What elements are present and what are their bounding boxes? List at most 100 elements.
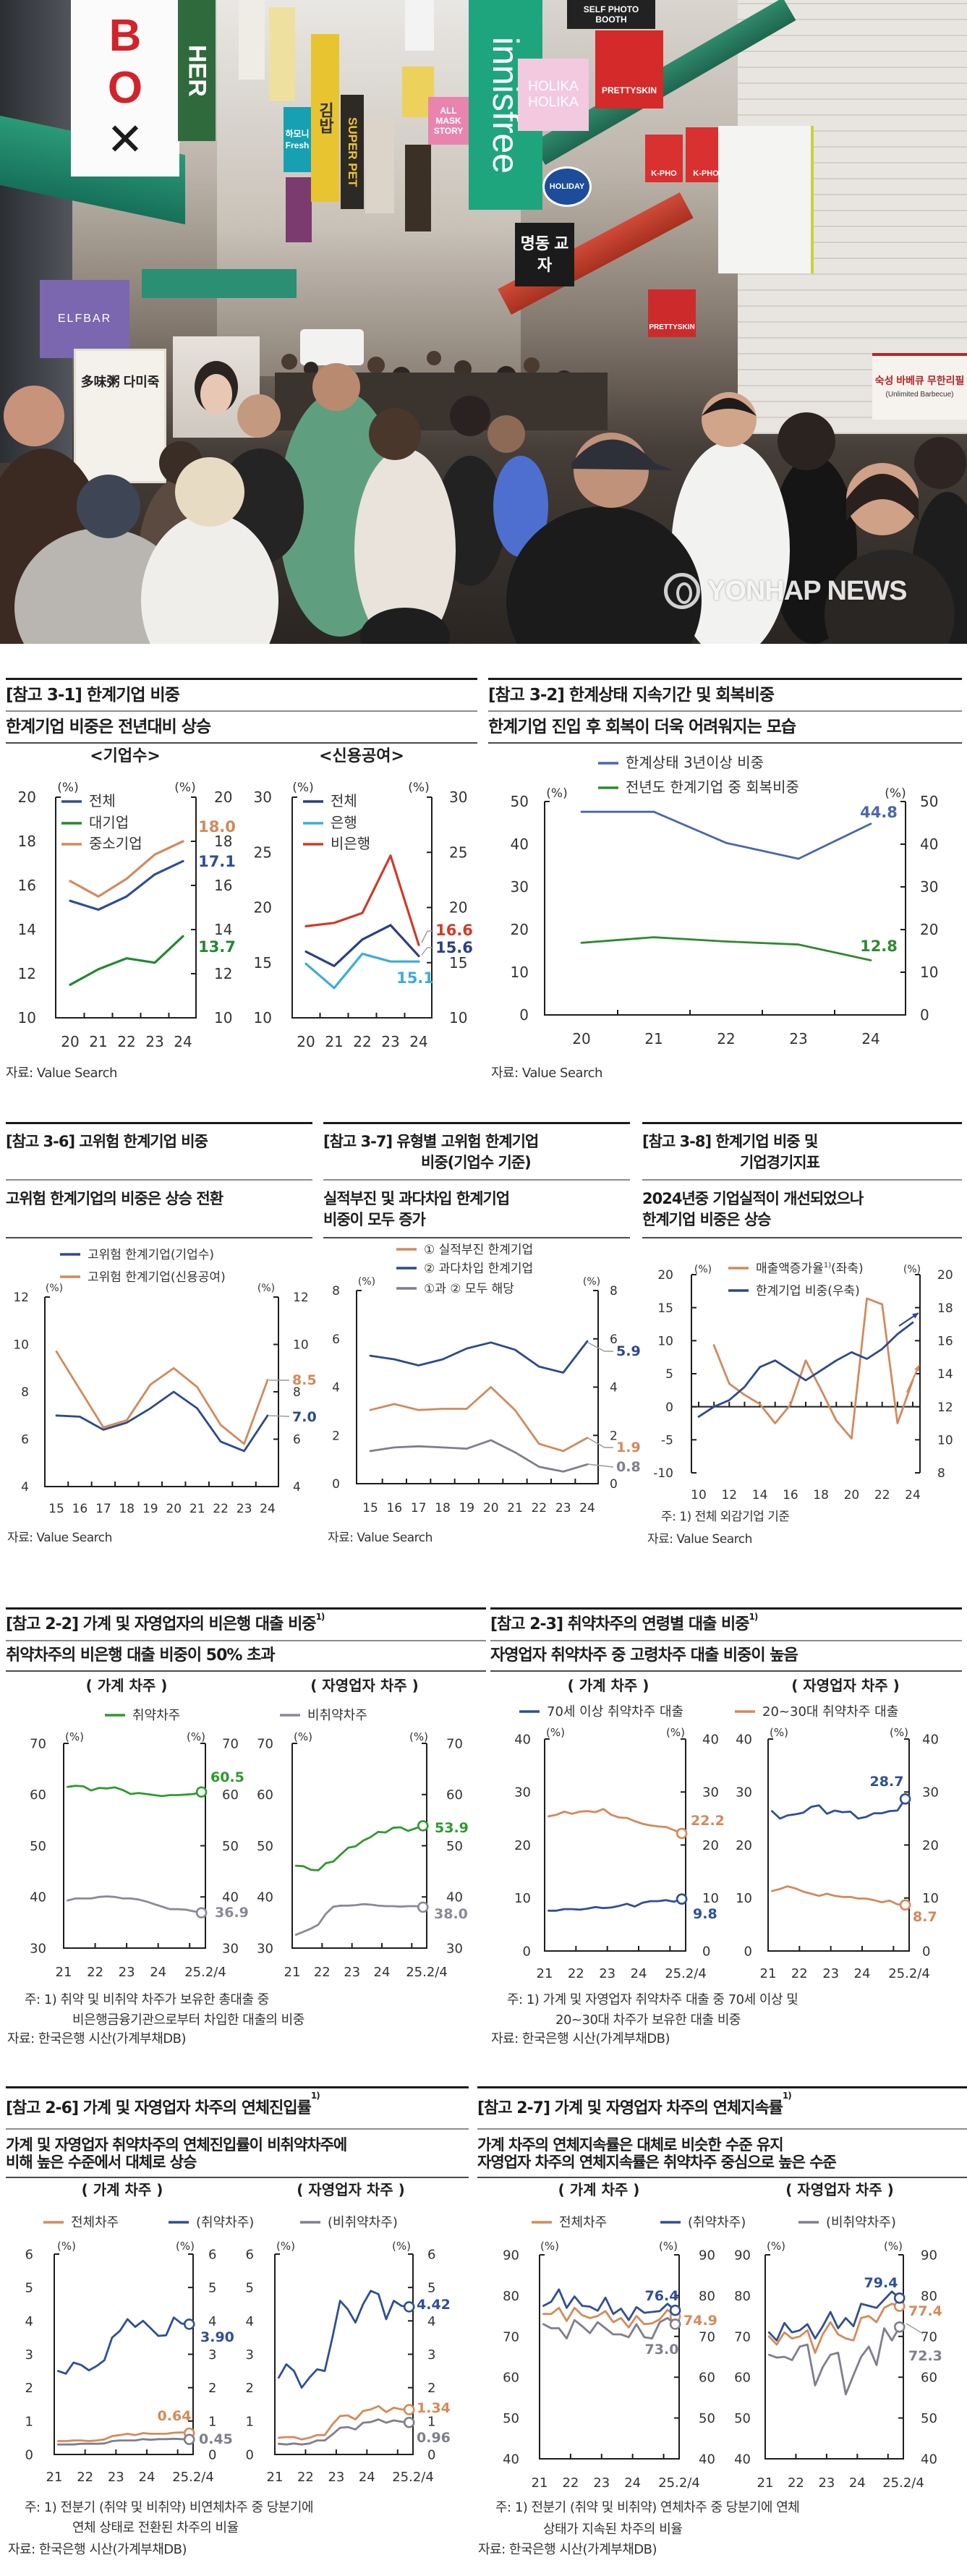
legend-label-text: 70세 이상 취약차주 대출: [547, 1704, 683, 1720]
y-tick-label-right: 70: [446, 1737, 463, 1752]
label-leader-line: [587, 1463, 614, 1468]
legend-item: (취약차주): [660, 2215, 746, 2230]
y-tick-label-right: 40: [922, 1733, 939, 1748]
y-tick-label-right: 0: [208, 2448, 216, 2463]
y-tick-label-left: 14: [18, 921, 36, 938]
x-tick-label: 24: [359, 2470, 375, 2485]
unit-label-right: (%): [408, 781, 429, 795]
person-body: [141, 514, 278, 644]
source-note: 자료: 한국은행 시산(가계부채DB): [491, 2031, 670, 2046]
x-tick-label: 15: [48, 1502, 64, 1516]
unit-label-right: (%): [884, 2240, 903, 2253]
y-tick-label-left: 25: [254, 844, 272, 862]
chart-2-7-self: 40 50 60 70 80 90 40 50 60 70 80 90 21 22 23 24 25.2/4 (%…: [734, 2181, 942, 2491]
panel-title: [참고 3-8] 한계기업 비중 및 기업경기지표: [642, 1124, 962, 1179]
legend-label: 매출액증가율1)(좌축): [756, 1262, 864, 1276]
unit-label-left: (%): [546, 1726, 565, 1739]
y-tick-label-left: 20: [736, 1838, 752, 1853]
unit-label-left: (%): [57, 2240, 76, 2253]
y-tick-label-right: 10: [449, 1009, 467, 1026]
series-line-2: [277, 2418, 411, 2446]
chart-2-2-household: 30 40 50 60 70 30 40 50 60 70 21 22 23 24 25.2/4 (%) (%)…: [30, 1677, 249, 1980]
panel-subtitle: 실적부진 및 과다차입 한계기업 비중이 모두 증가: [323, 1181, 630, 1237]
y-tick-label-right: 25: [449, 844, 467, 862]
y-tick-label-right: 5: [427, 2281, 435, 2296]
panel-bottom-rule: [488, 742, 962, 744]
person-head: [281, 354, 297, 370]
sign-self-photo-booth: SELF PHOTO BOOTH: [567, 0, 655, 29]
x-tick-label: 23: [381, 1033, 399, 1050]
series-line-0: [712, 1297, 914, 1440]
y-tick-label-right: 6: [610, 1332, 618, 1347]
legend-item: 전체: [303, 792, 357, 809]
chart-title: ( 자영업자 차주 ): [785, 2181, 894, 2198]
series-line-1: [771, 1885, 906, 1906]
y-tick-label-right: 40: [222, 1890, 239, 1905]
panel-bottom-rule: [6, 742, 477, 744]
series-line-0: [580, 810, 872, 860]
end-value-label: 22.2: [691, 1813, 725, 1829]
legend-item: 고위험 한계기업(기업수): [60, 1248, 214, 1262]
end-marker: [195, 1786, 208, 1798]
panel-bottom-rule: [642, 1237, 962, 1238]
legend-label: 대기업: [89, 814, 129, 831]
label-leader-line: [421, 947, 433, 956]
y-tick-label-left: 30: [511, 878, 529, 896]
y-tick-label-left: 4: [25, 2314, 33, 2329]
x-tick-label: 21: [507, 1501, 523, 1516]
y-tick-label-right: 50: [699, 2411, 715, 2426]
unit-label-left: (%): [694, 1264, 712, 1275]
sign-holika: HOLIKA HOLIKA: [518, 59, 589, 131]
panel-title-text: [참고 2-3] 취약차주의 연령별 대출 비중: [490, 1615, 750, 1633]
panel-ref-2-3: [참고 2-3] 취약차주의 연령별 대출 비중1) 자영업자 취약차주 중 고…: [490, 1607, 962, 1672]
series-line-1: [767, 2290, 901, 2342]
legend-item: (비취약차주): [798, 2215, 896, 2230]
y-tick-label-left: 6: [21, 1433, 29, 1448]
panel-mid-rule: [490, 1640, 962, 1641]
distant-sign: [269, 7, 295, 101]
x-tick-label: 23: [818, 2475, 835, 2491]
end-marker: [183, 2433, 195, 2445]
crowd-illustration: [0, 351, 967, 644]
legend-label-text: 비취약차주: [307, 1708, 367, 1723]
panel-bottom-rule: [323, 1237, 630, 1238]
panel-title-text: [참고 2-6] 가계 및 자영업자 차주의 연체진입률: [6, 2099, 312, 2117]
panel-ref-3-2: [참고 3-2] 한계상태 지속기간 및 회복비중 한계기업 진입 후 회복이 …: [488, 678, 962, 744]
sign-k-photo: K-PHO: [645, 135, 683, 182]
y-tick-label-left: 2: [25, 2381, 33, 2396]
x-tick-label: 23: [789, 1030, 807, 1047]
y-tick-label-right: 16: [937, 1335, 953, 1349]
legend-label: (취약차주): [196, 2215, 254, 2230]
x-tick-label: 12: [721, 1488, 737, 1502]
y-tick-label-left: 60: [503, 2371, 519, 2386]
panel-bottom-rule: [490, 1670, 962, 1672]
legend-label-text: 20~30대 취약차주 대출: [762, 1704, 898, 1720]
end-marker: [403, 2301, 415, 2313]
chart-2-3-household: 0 10 20 30 40 0 10 20 30 40 21 22 23 24 25.2/4 (%) (%) ( …: [514, 1677, 725, 1981]
series-line-0: [56, 2431, 191, 2442]
y-tick-label-left: 12: [18, 965, 36, 982]
x-tick-label: 22: [717, 1030, 735, 1047]
person-skirt: [360, 608, 450, 644]
chart-title: ( 자영업자 차주 ): [297, 2181, 405, 2198]
series-line-0: [767, 2303, 901, 2354]
unit-label-left: (%): [46, 1283, 63, 1294]
panel-mid-rule: [488, 710, 962, 712]
y-tick-label-right: 16: [214, 877, 232, 894]
label-leader-line: [906, 2323, 924, 2334]
delivery-van: [300, 329, 364, 365]
legend-item: 대기업: [61, 814, 129, 831]
end-value-label: 77.4: [908, 2303, 942, 2319]
end-value-label: 4.42: [417, 2297, 451, 2313]
trend-arrow-head: [914, 1365, 920, 1372]
end-value-label: 5.9: [616, 1343, 641, 1359]
y-tick-label-left: 0: [519, 1006, 529, 1024]
y-tick-label-left: 0: [332, 1477, 340, 1492]
sign-box-letter: O: [107, 63, 143, 113]
unit-label-left: (%): [57, 781, 78, 795]
y-tick-label-right: 0: [920, 1006, 929, 1024]
person-head: [524, 357, 540, 373]
x-tick-label: 19: [142, 1502, 158, 1516]
y-tick-label-right: 5: [208, 2281, 216, 2296]
